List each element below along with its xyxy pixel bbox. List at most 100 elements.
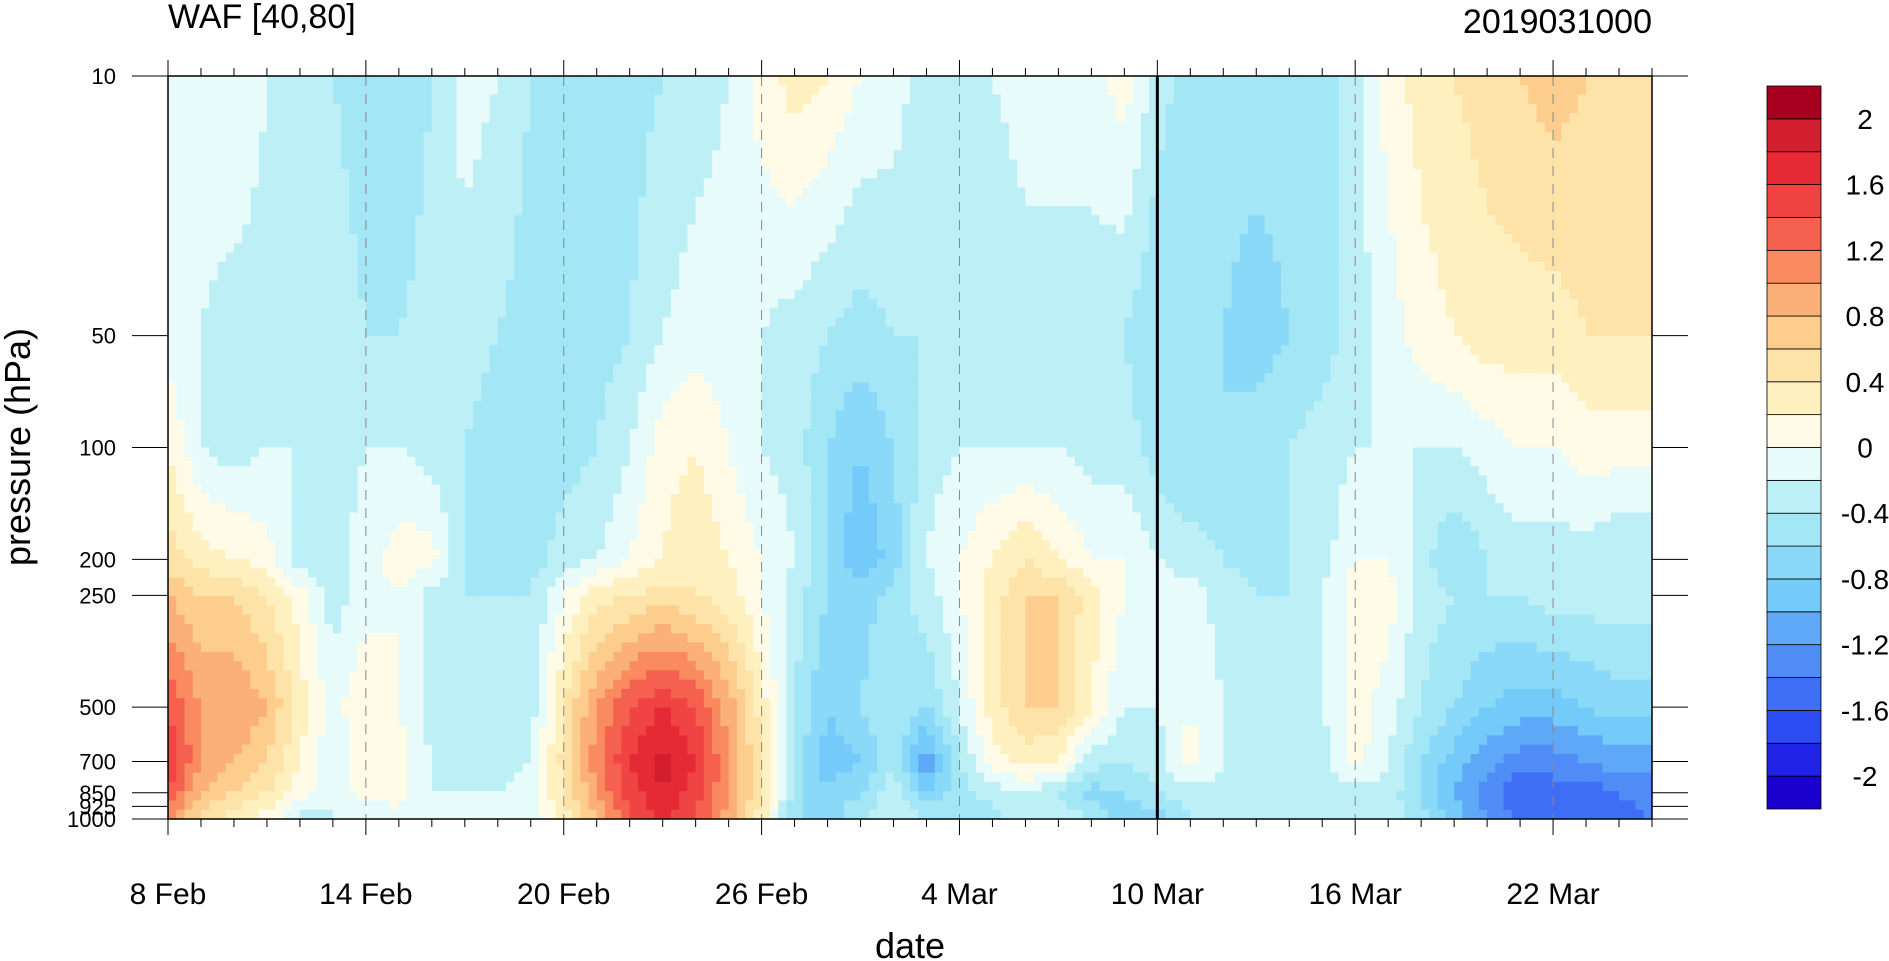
- field-cell: [555, 252, 565, 263]
- field-cell: [217, 261, 227, 272]
- field-cell: [1602, 94, 1612, 105]
- field-cell: [250, 215, 260, 226]
- field-cell: [1281, 159, 1290, 170]
- field-cell: [1107, 131, 1117, 142]
- field-cell: [308, 141, 317, 151]
- field-cell: [910, 150, 919, 161]
- field-cell: [1379, 252, 1389, 263]
- field-cell: [390, 233, 400, 244]
- field-cell: [1470, 298, 1480, 309]
- field-cell: [332, 196, 342, 207]
- field-cell: [1363, 308, 1373, 319]
- field-cell: [761, 85, 771, 96]
- field-cell: [324, 141, 334, 151]
- field-cell: [382, 141, 392, 151]
- field-cell: [1231, 103, 1241, 114]
- field-cell: [1454, 280, 1463, 291]
- field-cell: [1289, 187, 1299, 198]
- field-cell: [910, 271, 919, 281]
- field-cell: [1412, 94, 1422, 105]
- field-cell: [646, 159, 656, 170]
- field-cell: [1248, 298, 1257, 309]
- field-cell: [860, 122, 870, 133]
- field-cell: [1000, 243, 1010, 254]
- field-cell: [1627, 141, 1637, 151]
- field-cell: [637, 224, 647, 235]
- field-cell: [1371, 280, 1381, 291]
- field-cell: [1561, 206, 1571, 216]
- field-cell: [720, 206, 730, 216]
- field-cell: [1215, 252, 1224, 263]
- field-cell: [530, 178, 540, 189]
- field-cell: [1074, 168, 1084, 179]
- field-cell: [679, 178, 688, 189]
- field-cell: [901, 159, 911, 170]
- field-cell: [365, 187, 375, 198]
- field-cell: [1256, 224, 1266, 235]
- field-cell: [571, 206, 581, 216]
- field-cell: [1429, 298, 1439, 309]
- field-cell: [1297, 113, 1307, 124]
- field-cell: [514, 113, 524, 124]
- field-cell: [184, 94, 194, 105]
- field-cell: [819, 289, 829, 300]
- field-cell: [242, 252, 252, 263]
- field-cell: [1297, 187, 1307, 198]
- field-cell: [1190, 224, 1200, 235]
- field-cell: [1033, 168, 1043, 179]
- field-cell: [901, 317, 911, 328]
- field-cell: [1074, 252, 1084, 263]
- field-cell: [1157, 206, 1167, 216]
- field-cell: [1421, 122, 1430, 133]
- field-cell: [877, 76, 886, 86]
- field-cell: [794, 150, 804, 161]
- field-cell: [440, 178, 449, 189]
- field-cell: [225, 261, 235, 272]
- field-cell: [1008, 113, 1018, 124]
- field-cell: [1322, 159, 1332, 170]
- field-cell: [992, 178, 1002, 189]
- field-cell: [844, 326, 853, 337]
- field-cell: [934, 150, 944, 161]
- field-cell: [497, 141, 507, 151]
- field-cell: [1412, 187, 1422, 198]
- field-cell: [283, 215, 293, 226]
- field-cell: [1272, 326, 1282, 337]
- field-cell: [440, 141, 449, 151]
- field-cell: [1421, 131, 1430, 142]
- field-cell: [844, 252, 853, 263]
- field-cell: [629, 150, 639, 161]
- field-cell: [596, 243, 606, 254]
- field-cell: [481, 131, 491, 142]
- field-cell: [794, 178, 804, 189]
- field-cell: [398, 178, 408, 189]
- field-cell: [794, 243, 804, 254]
- field-cell: [349, 224, 359, 235]
- field-cell: [720, 298, 730, 309]
- field-cell: [695, 298, 705, 309]
- field-cell: [473, 298, 482, 309]
- field-cell: [1561, 308, 1571, 319]
- field-cell: [646, 289, 656, 300]
- field-cell: [530, 317, 540, 328]
- field-cell: [1577, 178, 1587, 189]
- field-cell: [901, 196, 911, 207]
- field-cell: [885, 103, 895, 114]
- field-cell: [1487, 289, 1496, 300]
- field-cell: [778, 187, 787, 198]
- field-cell: [1223, 280, 1233, 291]
- field-cell: [761, 261, 771, 272]
- field-cell: [1025, 159, 1035, 170]
- field-cell: [464, 298, 474, 309]
- field-cell: [176, 76, 186, 86]
- field-cell: [547, 326, 557, 337]
- field-cell: [687, 178, 697, 189]
- field-cell: [431, 159, 441, 170]
- field-cell: [703, 289, 713, 300]
- field-cell: [233, 271, 243, 281]
- field-cell: [176, 252, 186, 263]
- field-cell: [1322, 243, 1332, 254]
- field-cell: [670, 271, 680, 281]
- field-cell: [778, 94, 787, 105]
- field-cell: [1396, 187, 1406, 198]
